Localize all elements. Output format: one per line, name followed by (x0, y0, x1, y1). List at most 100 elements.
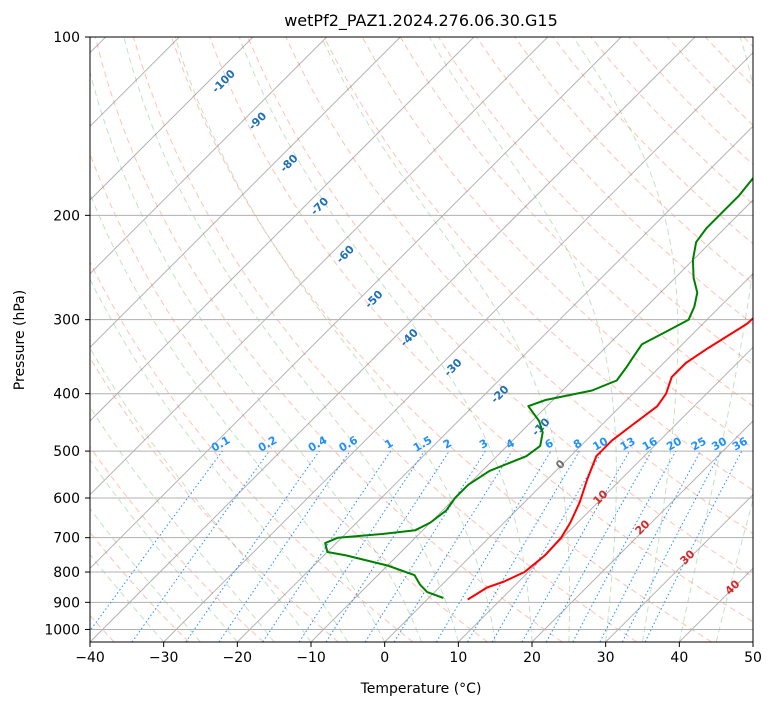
x-tick-label: 30 (597, 650, 615, 666)
dry-adiabat-line (704, 37, 753, 87)
line-labels: 0.1 0.2 0.4 0.6 1 1.5 2 3 4 6 8 10 13 16 20 25 30 36-100-… (209, 67, 750, 598)
mixing-ratio-line (262, 450, 392, 642)
dewpoint-line (324, 176, 753, 599)
moist-adiabat-line (90, 507, 201, 642)
dry-adiabat-line (94, 37, 563, 642)
isotherm-line (163, 51, 753, 642)
dry-adiabat-line (90, 531, 190, 642)
isotherm-label: -50 (362, 288, 385, 311)
mixing-ratio-line (545, 450, 653, 642)
dry-adiabat-line (476, 37, 753, 325)
warm-isotherm-label: 30 (678, 547, 698, 567)
x-tick-label: 40 (670, 650, 688, 666)
dry-adiabat-line (247, 37, 753, 578)
moist-adiabat-line (678, 37, 753, 642)
isotherm-line (310, 199, 753, 642)
moist-adiabat-line (123, 37, 459, 642)
isotherm-label: -90 (246, 109, 269, 132)
dry-adiabat-line (743, 37, 753, 48)
isotherm-line (605, 493, 753, 642)
mixing-ratio-line (131, 450, 270, 642)
y-tick-label: 300 (53, 313, 80, 329)
moist-adiabat-line (238, 37, 533, 642)
isotherm-label: -30 (441, 356, 464, 379)
mixing-ratio-label: 6 (543, 436, 556, 451)
moist-adiabat-line (90, 347, 312, 642)
y-tick-label: 200 (53, 208, 80, 224)
dry-adiabat-line (132, 37, 638, 642)
mixing-ratio-line (364, 450, 486, 642)
mixing-ratio-line (467, 450, 580, 642)
mixing-ratio-line (90, 450, 223, 632)
warm-isotherm-label: 10 (591, 487, 611, 507)
isotherm-label: -80 (277, 152, 300, 175)
dry-adiabat-line (171, 37, 712, 642)
y-tick-label: 900 (53, 595, 80, 611)
dry-adiabat-line (590, 37, 753, 205)
y-tick-label: 700 (53, 531, 80, 547)
dry-adiabat-line (514, 37, 753, 285)
moist-adiabat-line (90, 70, 422, 642)
isotherm-line (90, 37, 328, 275)
moist-adiabat-line (320, 37, 571, 642)
x-tick-label: 0 (380, 650, 389, 666)
isotherm-label: -70 (308, 194, 331, 217)
isotherm-line (384, 272, 753, 642)
mixing-ratio-lines (90, 450, 743, 642)
x-tick-label: −40 (75, 650, 105, 666)
dry-adiabat-line (90, 446, 264, 642)
moist-adiabat-line (715, 497, 753, 642)
dry-adiabat-line (90, 152, 488, 642)
isobars (90, 37, 753, 630)
mixing-ratio-line (218, 450, 351, 642)
mixing-ratio-line (298, 450, 425, 642)
dry-adiabat-line (285, 37, 753, 535)
chart-title: wetPf2_PAZ1.2024.276.06.30.G15 (284, 11, 558, 31)
dry-adiabat-line (323, 37, 753, 491)
y-tick-label: 600 (53, 491, 80, 507)
isotherm-line (678, 567, 753, 642)
moist-adiabats (90, 37, 753, 642)
isotherm-line (90, 37, 696, 642)
isotherm-label: -100 (209, 67, 238, 96)
mixing-ratio-line (644, 450, 743, 642)
dry-adiabats (90, 37, 753, 642)
plot-frame (89, 36, 754, 643)
profile-series (324, 176, 753, 601)
mixing-ratio-label: 4 (504, 436, 517, 451)
x-axis-label: Temperature (°C) (360, 681, 482, 697)
y-tick-label: 1000 (44, 622, 80, 638)
y-axis-ticks: 100 200 300 400 500 600 700 800 900 1000 (44, 30, 90, 638)
isotherm-label: -20 (488, 383, 511, 406)
moist-adiabat-line (90, 459, 238, 642)
x-axis-ticks: −40 −30 −20 −10 0 10 20 30 40 50 (75, 642, 762, 666)
isotherm-line (90, 37, 401, 349)
moist-adiabat-line (90, 192, 386, 642)
isotherm-line (90, 37, 254, 201)
isotherm-line (457, 346, 753, 642)
y-tick-label: 800 (53, 565, 80, 581)
dry-adiabat-line (437, 37, 753, 366)
mixing-ratio-line (393, 450, 513, 642)
moist-adiabat-line (90, 553, 165, 642)
mixing-ratio-line (185, 450, 320, 642)
warm-isotherm-label: 40 (723, 577, 743, 597)
mixing-ratio-line (572, 450, 677, 642)
moist-adiabat-line (90, 278, 349, 642)
dry-adiabat-line (552, 37, 753, 245)
mixing-ratio-label: 2 (441, 437, 454, 452)
isotherm-line (752, 641, 753, 642)
x-tick-label: −20 (223, 650, 253, 666)
isotherm-line (90, 37, 622, 570)
zero-label: 0 (553, 457, 568, 472)
x-tick-label: −10 (296, 650, 326, 666)
dry-adiabat-line (209, 37, 753, 623)
moist-adiabat-line (572, 37, 679, 642)
mixing-ratio-line (435, 450, 552, 642)
moist-adiabat-line (174, 37, 496, 642)
dry-adiabat-line (90, 260, 414, 642)
y-axis-label: Pressure (hPa) (12, 290, 28, 390)
moist-adiabat-line (90, 406, 275, 642)
x-tick-label: −30 (149, 650, 179, 666)
